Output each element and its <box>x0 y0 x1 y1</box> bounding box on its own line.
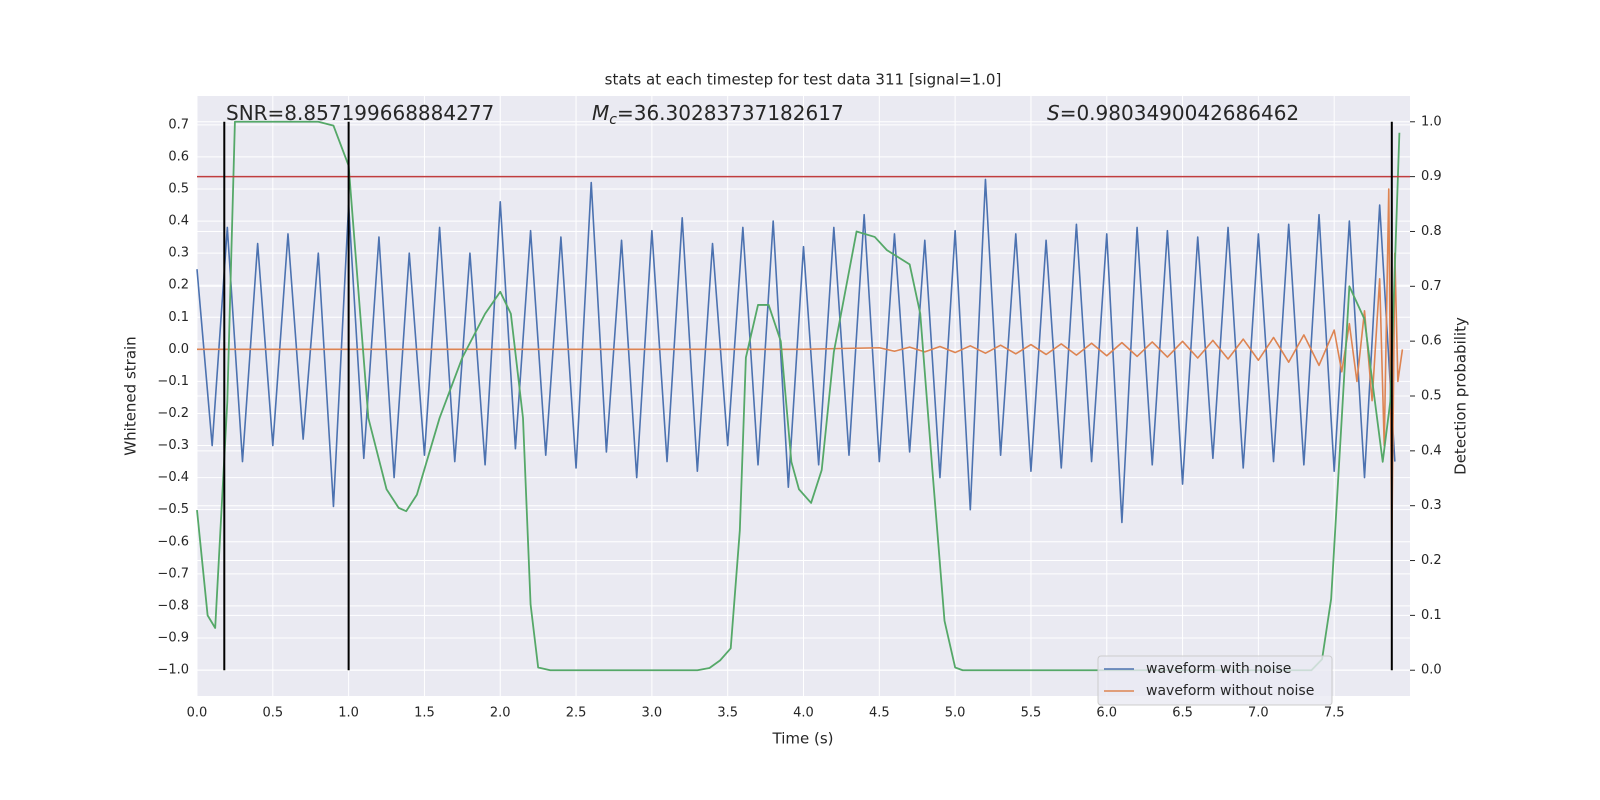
annotation-part: SNR=8.857199668884277 <box>226 101 494 125</box>
y2-tick-label: 0.3 <box>1421 498 1442 513</box>
chart-title: stats at each timestep for test data 311… <box>605 71 1002 89</box>
x-tick-label: 1.0 <box>338 706 359 721</box>
x-tick-label: 6.5 <box>1172 706 1193 721</box>
labels: stats at each timestep for test data 311… <box>122 71 1470 748</box>
x-tick-label: 1.5 <box>414 706 435 721</box>
y2-tick-label: 0.6 <box>1421 334 1442 349</box>
annotation-part: S <box>1047 101 1060 125</box>
y-tick-label: 0.5 <box>168 181 189 196</box>
y2-axis-label: Detection probability <box>1452 317 1470 475</box>
annotation-part: =36.30283737182617 <box>617 101 844 125</box>
y-tick-label: −0.1 <box>157 374 189 389</box>
annotation: SNR=8.857199668884277 <box>226 101 494 125</box>
series-line <box>196 178 1396 524</box>
legend: waveform with noise waveform without nois… <box>1097 655 1333 706</box>
x-tick-label: 2.0 <box>490 706 511 721</box>
y-tick-label: −0.5 <box>157 502 189 517</box>
y-tick-label: −0.7 <box>157 566 189 581</box>
legend-box <box>1097 655 1333 706</box>
y-tick-label: 0.0 <box>168 342 189 357</box>
x-tick-label: 6.0 <box>1096 706 1117 721</box>
y-tick-label: 0.7 <box>168 117 189 132</box>
legend-label: waveform without noise <box>1146 683 1314 699</box>
x-tick-label: 7.0 <box>1248 706 1269 721</box>
x-tick-label: 3.5 <box>717 706 738 721</box>
y-tick-label: 0.3 <box>168 246 189 261</box>
annotation-part: c <box>609 112 617 128</box>
x-tick-label: 3.0 <box>642 706 663 721</box>
y-tick-label: 0.1 <box>168 310 189 325</box>
y2-tick-label: 0.1 <box>1421 608 1442 623</box>
y-tick-label: 0.2 <box>168 278 189 293</box>
y2-tick-label: 0.8 <box>1421 224 1442 239</box>
y2-tick-label: 0.7 <box>1421 279 1442 294</box>
x-tick-label: 5.0 <box>945 706 966 721</box>
annotation: S=0.9803490042686462 <box>1047 101 1299 125</box>
y-tick-label: −0.6 <box>157 534 189 549</box>
legend-label: waveform with noise <box>1146 661 1291 677</box>
y2-tick-label: 1.0 <box>1421 114 1442 129</box>
y-tick-label: −0.8 <box>157 598 189 613</box>
y-tick-label: −0.9 <box>157 630 189 645</box>
x-tick-label: 4.5 <box>869 706 890 721</box>
y2-tick-label: 0.0 <box>1421 663 1442 678</box>
y-tick-label: −1.0 <box>157 663 189 678</box>
annotation: Mc=36.30283737182617 <box>592 101 844 129</box>
y2-tick-label: 0.5 <box>1421 389 1442 404</box>
x-tick-label: 2.5 <box>566 706 587 721</box>
y-tick-label: 0.6 <box>168 149 189 164</box>
x-tick-label: 0.0 <box>187 706 208 721</box>
x-tick-label: 0.5 <box>262 706 283 721</box>
y-tick-label: −0.2 <box>157 406 189 421</box>
annotation-part: =0.9803490042686462 <box>1060 101 1299 125</box>
y2-tick-label: 0.2 <box>1421 553 1442 568</box>
y2-tick-label: 0.9 <box>1421 169 1442 184</box>
series-line <box>197 188 1404 549</box>
x-tick-label: 7.5 <box>1324 706 1345 721</box>
annotation-part: M <box>592 101 609 125</box>
y-tick-label: 0.4 <box>168 214 189 229</box>
x-tick-label: 5.5 <box>1021 706 1042 721</box>
y2-tick-label: 0.4 <box>1421 443 1442 458</box>
x-axis-label: Time (s) <box>772 730 834 748</box>
y-tick-label: −0.4 <box>157 470 189 485</box>
x-tick-label: 4.0 <box>793 706 814 721</box>
y-axis-label: Whitened strain <box>122 336 140 455</box>
y-tick-label: −0.3 <box>157 438 189 453</box>
